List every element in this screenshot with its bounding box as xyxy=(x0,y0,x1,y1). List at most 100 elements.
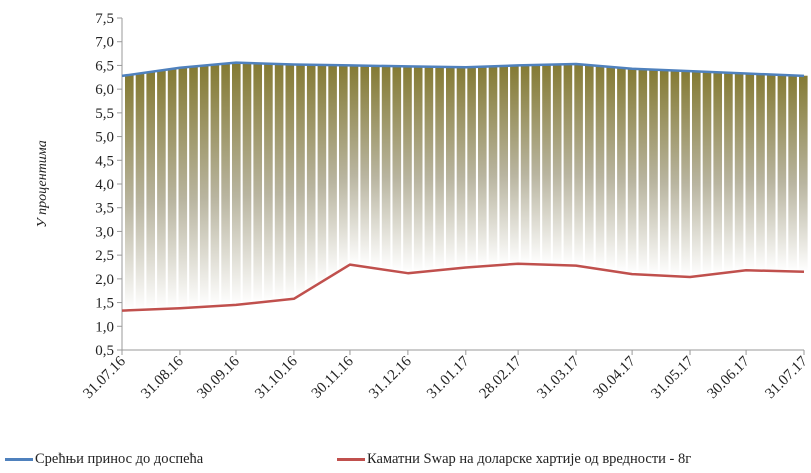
legend-swatch-yield xyxy=(5,458,33,461)
fill-bar xyxy=(381,65,391,270)
x-tick-label: 31.07.16 xyxy=(80,353,129,402)
fill-bar xyxy=(349,65,359,265)
fill-bar xyxy=(713,72,722,275)
x-tick-label: 31.10.16 xyxy=(252,353,301,402)
fill-bar xyxy=(157,71,166,310)
x-tick-label: 31.12.16 xyxy=(366,353,415,402)
fill-bar xyxy=(585,64,594,267)
fill-bar xyxy=(446,67,455,270)
fill-bar xyxy=(178,68,188,309)
fill-bar xyxy=(574,64,583,266)
x-tick-label: 30.11.16 xyxy=(309,353,357,401)
fill-bar xyxy=(766,74,776,271)
x-tick-label: 31.01.17 xyxy=(424,353,473,402)
fill-bar xyxy=(339,65,348,272)
legend-item-yield: Срећњи принос до доспећа xyxy=(5,451,203,468)
fill-bar xyxy=(488,66,498,266)
axes xyxy=(117,17,805,355)
y-tick-label: 0,5 xyxy=(95,343,114,359)
fill-bar xyxy=(552,64,562,265)
legend-label-yield: Срећњи принос до доспећа xyxy=(35,451,204,467)
x-tick-label: 30.04.17 xyxy=(590,353,639,402)
legend: Срећњи принос до доспећа Каматни Swap на… xyxy=(0,451,811,471)
fill-bar xyxy=(242,62,252,305)
fill-bar xyxy=(734,73,744,272)
y-tick-label: 7,5 xyxy=(95,11,114,27)
fill-area xyxy=(125,62,808,311)
fill-bar xyxy=(125,75,134,311)
fill-bar xyxy=(788,75,797,272)
y-tick-label: 2,5 xyxy=(95,248,114,264)
fill-bar xyxy=(799,75,808,272)
x-tick-label: 31.08.16 xyxy=(138,353,187,402)
y-tick-label: 1,0 xyxy=(95,319,114,335)
fill-bar xyxy=(638,69,648,275)
y-tick-label: 6,0 xyxy=(95,82,114,98)
legend-swatch-swap xyxy=(337,458,365,461)
y-tick-label: 1,5 xyxy=(95,296,114,312)
y-tick-label: 7,0 xyxy=(95,35,114,51)
fill-bar xyxy=(659,69,669,276)
fill-bar xyxy=(413,66,423,273)
fill-bar xyxy=(681,70,690,277)
fill-bar xyxy=(670,70,680,276)
fill-bar xyxy=(478,66,487,267)
fill-bar xyxy=(777,74,787,272)
legend-item-swap: Каматни Swap на доларске хартије од вред… xyxy=(337,451,691,468)
series-lines xyxy=(121,61,805,312)
fill-bar xyxy=(627,68,637,274)
fill-bar xyxy=(285,64,295,300)
fill-bar xyxy=(210,64,220,307)
fill-bar xyxy=(253,63,262,304)
fill-bar xyxy=(595,65,605,269)
y-tick-label: 3,0 xyxy=(95,224,114,240)
series-line-yield xyxy=(121,61,805,78)
series-line-swap xyxy=(121,262,805,312)
fill-bar xyxy=(403,66,412,273)
x-tick-label: 31.07.17 xyxy=(762,353,811,402)
fill-bar xyxy=(510,65,519,265)
fill-bar xyxy=(467,67,476,268)
fill-bar xyxy=(274,63,284,301)
fill-bar xyxy=(456,67,466,269)
fill-bar xyxy=(531,65,541,265)
fill-bar xyxy=(424,66,434,272)
fill-bar xyxy=(435,66,444,271)
fill-bar xyxy=(606,66,615,271)
x-tick-label: 30.09.16 xyxy=(194,353,243,402)
fill-bar xyxy=(306,64,316,291)
fill-bar xyxy=(317,64,327,285)
y-tick-label: 5,0 xyxy=(95,130,114,146)
y-tick-label: 4,5 xyxy=(95,153,114,169)
y-tick-label: 2,0 xyxy=(95,272,114,288)
fill-bar xyxy=(328,65,337,278)
fill-bar xyxy=(371,65,380,268)
fill-bar xyxy=(617,67,626,272)
fill-bar xyxy=(360,65,369,267)
x-tick-label: 31.05.17 xyxy=(648,353,697,402)
x-tick-label: 31.03.17 xyxy=(534,353,583,402)
fill-bar xyxy=(296,64,305,298)
x-tick-label: 30.06.17 xyxy=(704,353,753,402)
fill-bar xyxy=(563,64,573,266)
y-tick-label: 3,5 xyxy=(95,201,114,217)
y-tick-label: 4,0 xyxy=(95,177,114,193)
fill-bar xyxy=(756,73,765,271)
fill-bar xyxy=(232,63,241,306)
fill-bar xyxy=(724,72,733,273)
fill-bar xyxy=(135,74,145,311)
fill-bar xyxy=(702,71,712,276)
fill-bar xyxy=(649,69,658,275)
fill-bar xyxy=(542,64,551,265)
legend-label-swap: Каматни Swap на доларске хартије од вред… xyxy=(367,451,692,467)
y-tick-label: 6,5 xyxy=(95,58,114,74)
fill-bar xyxy=(692,71,701,277)
fill-bar xyxy=(167,69,177,309)
fill-bar xyxy=(199,65,209,308)
y-axis-title: У процентима xyxy=(35,140,50,227)
x-tick-label: 28.02.17 xyxy=(477,353,526,402)
fill-bar xyxy=(520,65,530,264)
fill-bar xyxy=(221,64,230,306)
fill-bar xyxy=(499,66,508,265)
